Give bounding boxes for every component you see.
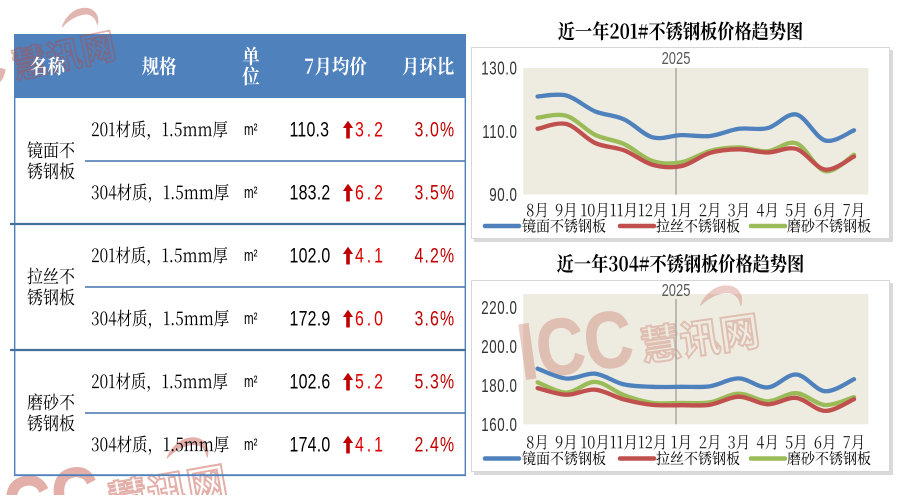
svg-text:4.2%: 4.2%: [415, 245, 456, 269]
svg-text:2.4%: 2.4%: [415, 434, 456, 458]
svg-text:3.0%: 3.0%: [415, 119, 456, 143]
svg-text:102.0: 102.0: [290, 245, 331, 269]
svg-text:4.1: 4.1: [355, 245, 386, 269]
svg-text:6.0: 6.0: [355, 308, 386, 332]
svg-text:174.0: 174.0: [290, 434, 331, 458]
svg-text:m²: m²: [244, 436, 258, 455]
svg-text:m²: m²: [244, 310, 258, 329]
svg-text:m²: m²: [244, 184, 258, 203]
svg-text:3.6%: 3.6%: [415, 308, 456, 332]
svg-text:110.0: 110.0: [482, 122, 517, 143]
svg-text:5.3%: 5.3%: [415, 371, 456, 395]
svg-text:2025: 2025: [662, 281, 691, 301]
svg-text:m²: m²: [244, 121, 258, 140]
svg-text:3.2: 3.2: [355, 119, 386, 143]
svg-text:180.0: 180.0: [481, 376, 517, 397]
svg-text:183.2: 183.2: [290, 182, 331, 206]
svg-text:2025: 2025: [662, 49, 691, 69]
svg-text:130.0: 130.0: [481, 58, 517, 79]
svg-text:102.6: 102.6: [290, 371, 331, 395]
svg-text:5.2: 5.2: [355, 371, 386, 395]
svg-text:200.0: 200.0: [481, 337, 517, 358]
svg-text:4.1: 4.1: [355, 434, 386, 458]
svg-text:220.0: 220.0: [481, 298, 517, 319]
svg-text:172.9: 172.9: [290, 308, 331, 332]
svg-text:160.0: 160.0: [481, 415, 517, 436]
svg-text:m²: m²: [244, 373, 258, 392]
svg-text:3.5%: 3.5%: [415, 182, 456, 206]
svg-text:110.3: 110.3: [290, 119, 330, 143]
svg-text:90.0: 90.0: [489, 185, 517, 206]
svg-text:m²: m²: [244, 247, 258, 266]
svg-text:6.2: 6.2: [355, 182, 386, 206]
